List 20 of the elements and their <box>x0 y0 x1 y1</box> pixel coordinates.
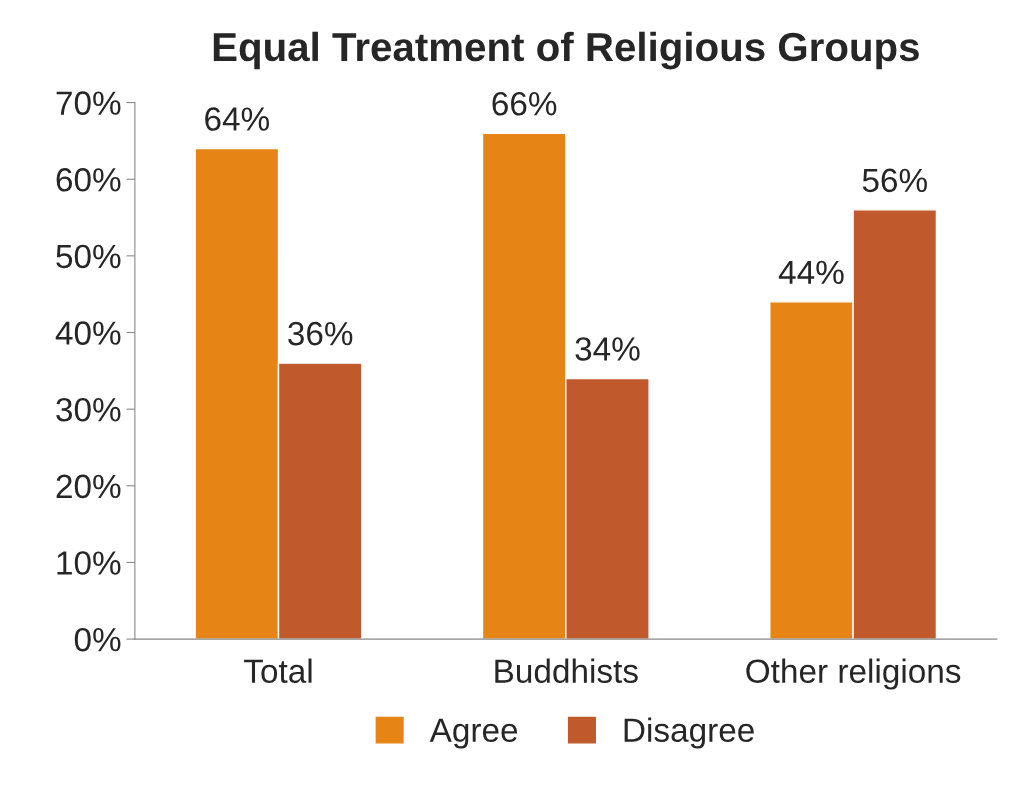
data-label: 66% <box>492 91 557 116</box>
y-tick-label: 20% <box>56 474 121 499</box>
x-tick-label: Other religions <box>746 658 961 690</box>
data-label: 64% <box>205 107 270 131</box>
chart-title: Equal Treatment of Religious Groups <box>213 31 919 70</box>
y-tick-label: 70% <box>56 91 121 115</box>
legend-label: Disagree <box>624 717 754 749</box>
data-label: 44% <box>778 260 844 285</box>
y-tick-label: 60% <box>56 168 121 192</box>
y-tick-label: 10% <box>57 551 121 575</box>
data-label: 36% <box>288 321 353 346</box>
x-tick-label: Total <box>244 658 312 684</box>
data-label: 56% <box>862 168 927 193</box>
y-tick-label: 50% <box>56 244 121 269</box>
legend-label: Agree <box>429 718 518 749</box>
x-tick-label: Buddhists <box>495 658 638 684</box>
data-label: 34% <box>575 337 640 361</box>
y-tick-label: 30% <box>56 397 121 422</box>
y-tick-label: 0% <box>74 627 121 652</box>
y-tick-label: 40% <box>55 321 121 345</box>
